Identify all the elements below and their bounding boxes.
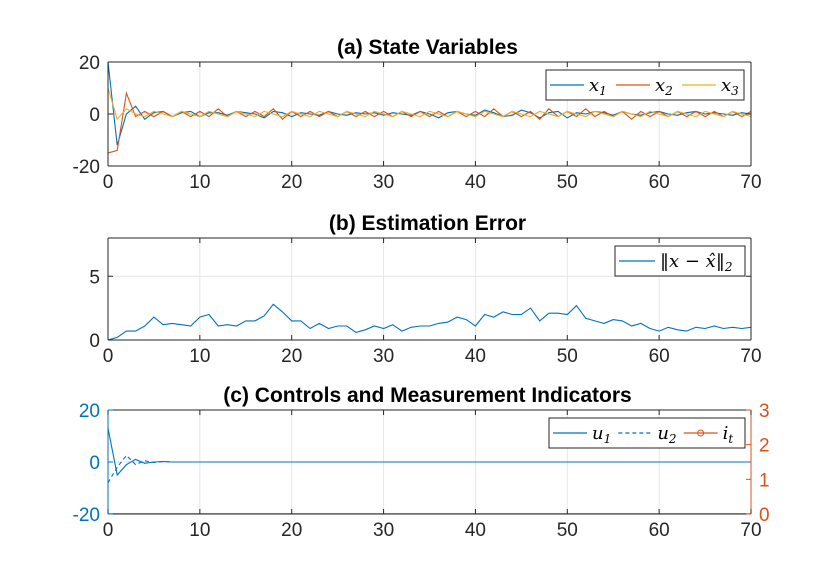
legend-marker-it xyxy=(697,429,705,437)
chart-title: (a) State Variables xyxy=(337,36,518,59)
legend-label-x1: x1 xyxy=(589,75,607,98)
y-tick-label: 20 xyxy=(79,401,100,422)
legend-label-base: x xyxy=(721,75,731,96)
x-tick-label: 20 xyxy=(281,172,302,193)
series-group xyxy=(108,428,751,514)
legend-label-sub: 2 xyxy=(724,260,733,274)
legend: x1 x2 x3 xyxy=(545,69,745,101)
x-tick-label: 0 xyxy=(103,346,114,367)
legend-label-base: ‖x − x̂‖ xyxy=(660,251,725,272)
legend-label-x3: x3 xyxy=(721,75,739,98)
x-tick-label: 20 xyxy=(281,520,302,541)
x-tick-label: 50 xyxy=(557,346,578,367)
legend: u1 u2 it xyxy=(548,417,746,449)
legend-label-it: it xyxy=(723,423,734,446)
y-right-tick-label: 1 xyxy=(759,470,770,491)
x-tick-label: 20 xyxy=(281,346,302,367)
x-tick-label: 70 xyxy=(740,520,761,541)
x-tick-label: 30 xyxy=(373,172,394,193)
legend-label-base: x xyxy=(589,75,599,96)
x-tick-label: 60 xyxy=(649,520,670,541)
x-tick-label: 60 xyxy=(649,172,670,193)
x-tick-label: 0 xyxy=(103,172,114,193)
legend: ‖x − x̂‖2 xyxy=(614,245,746,277)
x-tick-label: 10 xyxy=(189,520,210,541)
x-tick-label: 10 xyxy=(189,346,210,367)
chart-title: (c) Controls and Measurement Indicators xyxy=(223,384,631,407)
y-tick-label: 0 xyxy=(89,331,100,352)
legend-label-base: u xyxy=(657,423,669,444)
y-tick-label: -20 xyxy=(73,505,100,526)
chart-b: 0 10 20 30 40 50 60 70 0 5 (b) Estimation Error ‖x … xyxy=(89,212,761,367)
series-line-u2 xyxy=(108,454,751,484)
y-tick-label: 0 xyxy=(89,453,100,474)
legend-label-sub: t xyxy=(728,432,733,446)
x-tick-label: 30 xyxy=(373,520,394,541)
x-tick-label: 30 xyxy=(373,346,394,367)
y-tick-label: 5 xyxy=(89,267,100,288)
legend-label-sub: 2 xyxy=(664,84,673,98)
y-tick-label: -20 xyxy=(73,157,100,178)
legend-label-sub: 1 xyxy=(604,432,612,446)
chart-title: (b) Estimation Error xyxy=(329,212,526,235)
series-line-||x - x̂||2 xyxy=(108,303,751,340)
x-tick-label: 50 xyxy=(557,520,578,541)
legend-label-x2: x2 xyxy=(655,75,673,98)
x-tick-label: 40 xyxy=(465,172,486,193)
series-group xyxy=(108,62,751,154)
y-right-tick-label: 2 xyxy=(759,436,770,457)
x-tick-label: 40 xyxy=(465,520,486,541)
legend-label-base: x xyxy=(655,75,665,96)
legend-label-base: i xyxy=(723,423,729,444)
x-tick-label: 50 xyxy=(557,172,578,193)
legend-label-||x - x̂||2: ‖x − x̂‖2 xyxy=(660,251,732,274)
series-group xyxy=(108,303,751,340)
y-right-tick-label: 3 xyxy=(759,401,770,422)
series-line-x2 xyxy=(108,91,751,154)
legend-label-u2: u2 xyxy=(657,423,676,446)
legend-label-sub: 1 xyxy=(599,84,607,98)
legend-label-sub: 3 xyxy=(731,84,739,98)
x-tick-label: 70 xyxy=(740,172,761,193)
legend-label-base: u xyxy=(592,423,604,444)
x-tick-label: 0 xyxy=(103,520,114,541)
legend-label-sub: 2 xyxy=(668,432,677,446)
x-tick-label: 40 xyxy=(465,346,486,367)
y-tick-label: 0 xyxy=(89,105,100,126)
legend-label-u1: u1 xyxy=(592,423,611,446)
x-tick-label: 60 xyxy=(649,346,670,367)
y-right-tick-label: 0 xyxy=(759,505,770,526)
x-tick-label: 10 xyxy=(189,172,210,193)
y-tick-label: 20 xyxy=(79,53,100,74)
series-line-x3 xyxy=(108,87,751,121)
x-tick-label: 70 xyxy=(740,346,761,367)
